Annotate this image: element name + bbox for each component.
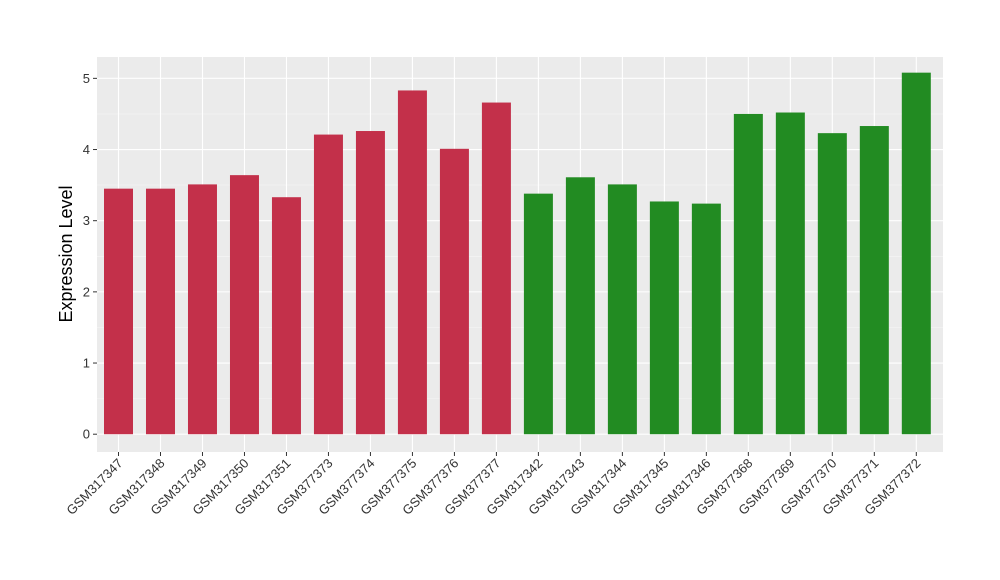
bar-GSM317345 [649, 201, 679, 435]
bar-GSM377377 [481, 102, 511, 435]
y-tick-label: 4 [83, 142, 90, 157]
y-axis-title: Expression Level [56, 185, 76, 322]
y-tick-label: 3 [83, 213, 90, 228]
bar-GSM317349 [187, 184, 217, 435]
bar-GSM377371 [859, 126, 889, 435]
bar-GSM377372 [901, 72, 931, 435]
bar-GSM317347 [104, 188, 133, 435]
bars-group [104, 72, 931, 435]
bar-GSM377373 [313, 134, 343, 435]
y-tick-label: 5 [83, 71, 90, 86]
bar-GSM377374 [355, 131, 385, 435]
bar-GSM317350 [229, 175, 259, 435]
bar-GSM317351 [271, 197, 301, 435]
y-axis: 0 1 2 3 4 5 [83, 71, 97, 442]
bar-GSM317348 [145, 188, 175, 435]
y-tick-label: 2 [83, 284, 90, 299]
y-tick-label: 0 [83, 427, 90, 442]
bar-GSM377370 [817, 133, 847, 435]
x-axis: GSM317347GSM317348GSM317349GSM317350GSM3… [63, 452, 923, 518]
bar-GSM317344 [607, 184, 637, 435]
bar-GSM377376 [439, 148, 469, 435]
bar-GSM377375 [397, 90, 427, 435]
plot-panel [97, 57, 943, 452]
bar-GSM317346 [691, 203, 721, 435]
bar-GSM317342 [523, 193, 553, 435]
bar-GSM377368 [733, 113, 763, 435]
y-tick-label: 1 [83, 356, 90, 371]
bar-GSM377369 [775, 112, 805, 435]
bar-GSM317343 [565, 177, 595, 435]
